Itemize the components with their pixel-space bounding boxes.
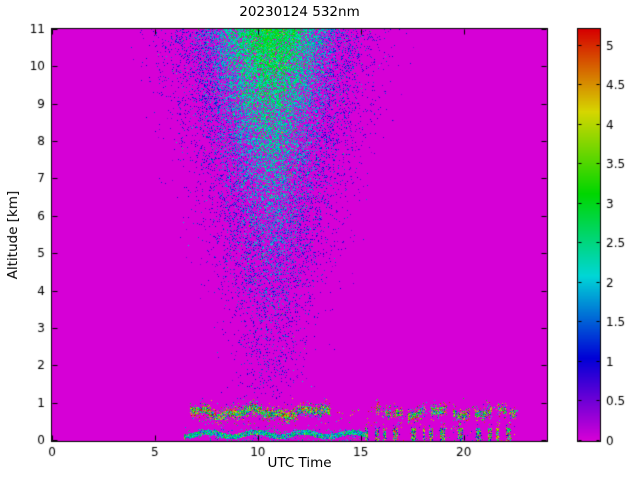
- y-axis-label: Altitude [km]: [5, 190, 21, 280]
- x-axis-label: UTC Time: [267, 455, 332, 471]
- chart-title: 20230124 532nm: [239, 4, 360, 20]
